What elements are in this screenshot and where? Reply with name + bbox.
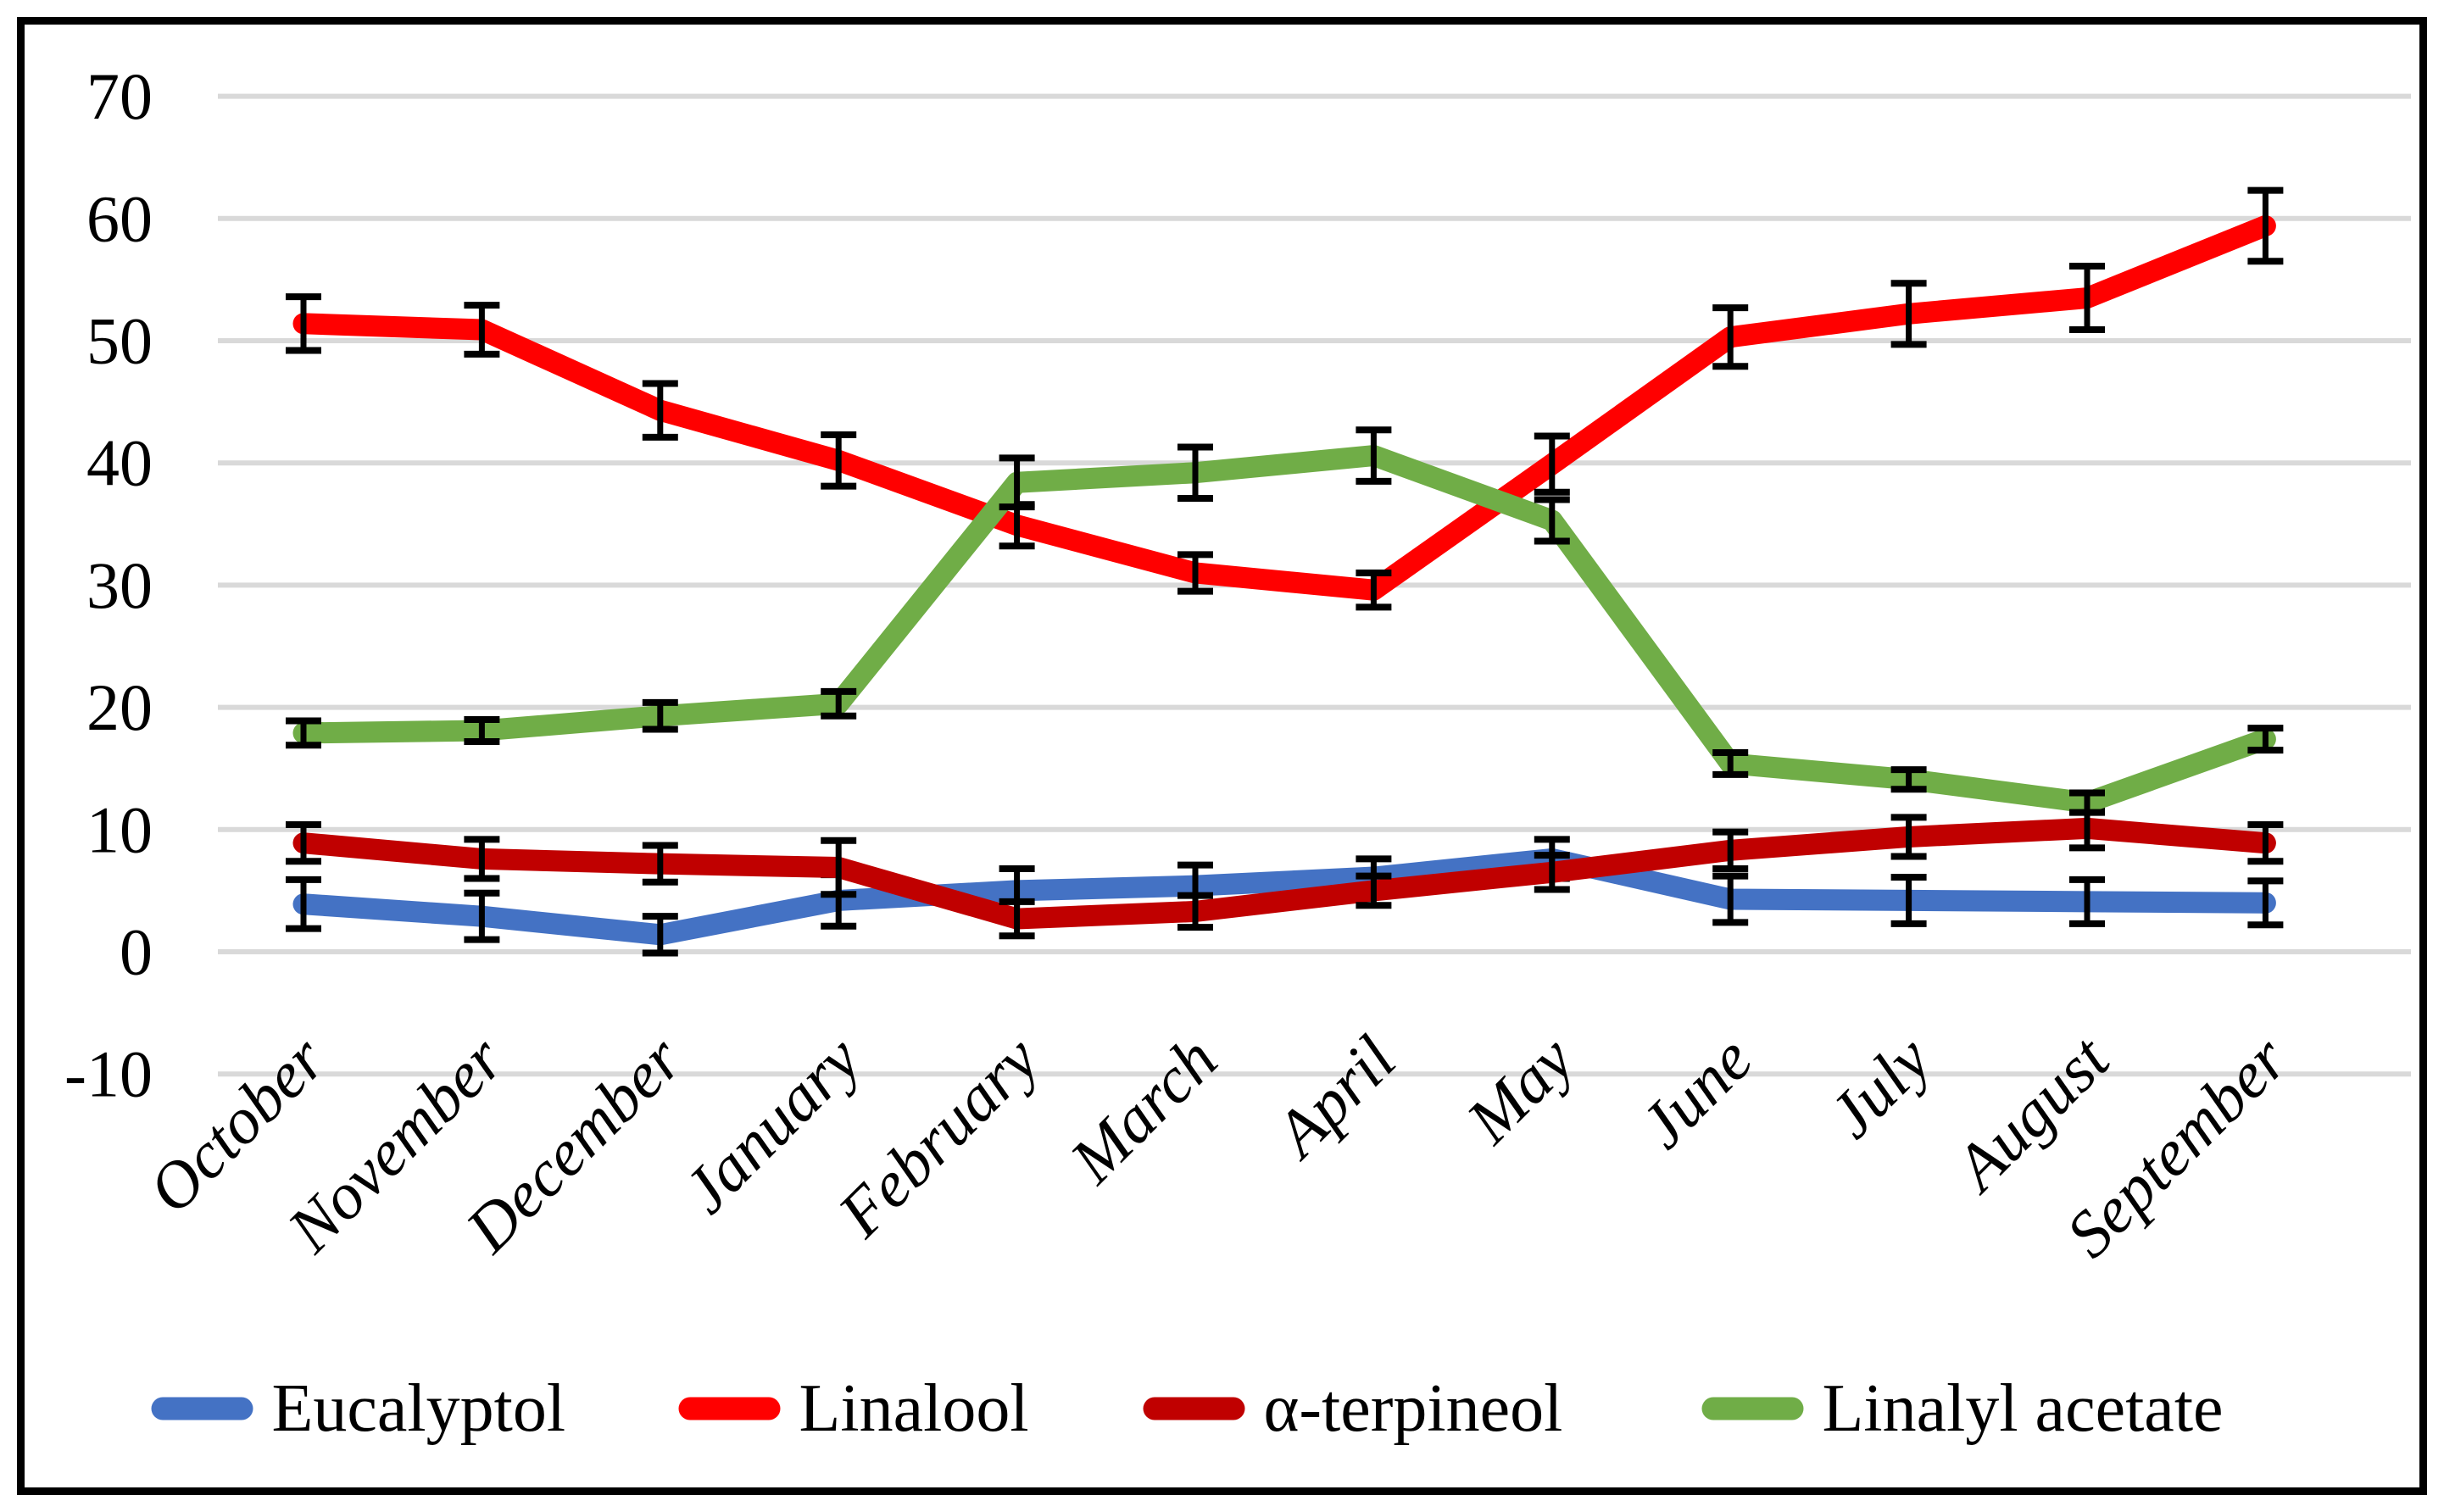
- error-bar: [286, 876, 321, 932]
- error-bar: [1890, 814, 1927, 860]
- legend-swatch-linalyl-acetate: [1701, 1397, 1804, 1420]
- error-bar: [2247, 877, 2284, 929]
- error-bar: [1356, 569, 1392, 611]
- error-bar: [999, 454, 1035, 511]
- error-bar: [1356, 872, 1392, 909]
- legend: Eucalyptol Linalool α-terpineol Linalyl ace…: [151, 1371, 2224, 1446]
- legend-item-linalool: Linalool: [678, 1371, 1029, 1446]
- legend-item-eucalyptol: Eucalyptol: [151, 1371, 566, 1446]
- legend-swatch-terpineol: [1143, 1397, 1245, 1420]
- error-bar: [1534, 852, 1570, 893]
- error-bar: [286, 717, 321, 749]
- error-bar: [1356, 426, 1392, 485]
- series-terpineol: [286, 805, 2284, 940]
- series-line-eucalyptol: [292, 848, 2276, 946]
- series-linalyl-acetate: [286, 426, 2284, 816]
- y-axis-tick-label: 10: [86, 792, 153, 866]
- error-bar: [1712, 304, 1749, 370]
- legend-swatch-linalool: [678, 1397, 781, 1420]
- y-axis-tick-label: -10: [64, 1037, 153, 1111]
- legend-label-eucalyptol: Eucalyptol: [272, 1371, 566, 1446]
- legend-label-linalyl-acetate: Linalyl acetate: [1823, 1371, 2224, 1446]
- error-bar: [821, 431, 857, 490]
- error-bar: [999, 898, 1035, 940]
- error-bar: [1712, 872, 1749, 926]
- error-bar: [1890, 874, 1927, 927]
- series-linalool: [286, 186, 2284, 611]
- y-axis-tick-label: 40: [86, 426, 153, 500]
- error-bar: [642, 913, 678, 957]
- error-bar: [1534, 432, 1570, 496]
- error-bar: [464, 836, 500, 882]
- error-bar: [2247, 725, 2284, 754]
- y-axis-tick-label: 0: [120, 915, 153, 989]
- error-bar: [2069, 789, 2105, 816]
- y-axis-tick-label: 50: [86, 304, 153, 378]
- error-bar: [1712, 748, 1749, 778]
- error-bar: [1712, 828, 1749, 872]
- y-axis-tick-label: 60: [86, 181, 153, 255]
- error-bar: [2247, 186, 2284, 265]
- legend-label-linalool: Linalool: [799, 1371, 1029, 1446]
- error-bar: [642, 842, 678, 886]
- error-bar: [2069, 263, 2105, 334]
- y-axis-tick-label: 20: [86, 670, 153, 744]
- error-bar: [464, 889, 500, 943]
- error-bar: [1534, 496, 1570, 545]
- error-bar: [1890, 280, 1927, 348]
- legend-item-terpineol: α-terpineol: [1143, 1371, 1563, 1446]
- error-bar: [2247, 821, 2284, 865]
- figure-border: [17, 17, 2427, 1495]
- error-bar: [464, 716, 500, 745]
- legend-swatch-eucalyptol: [151, 1397, 253, 1420]
- error-bar: [1177, 551, 1213, 595]
- error-bar: [286, 293, 321, 354]
- series-line-terpineol: [292, 817, 2276, 930]
- gridlines: [218, 93, 2411, 1077]
- error-bar: [1177, 443, 1213, 503]
- legend-item-linalyl-acetate: Linalyl acetate: [1701, 1371, 2224, 1446]
- y-axis-labels: 70 60 50 40 30 20 10 0 -10: [64, 59, 153, 1111]
- series-line-linalyl-acetate: [292, 445, 2276, 814]
- series-line-linalool: [292, 214, 2276, 601]
- error-bar: [821, 837, 857, 898]
- error-bar: [642, 698, 678, 733]
- error-bar: [642, 380, 678, 441]
- error-bar: [286, 821, 321, 865]
- error-bar: [464, 302, 500, 358]
- error-bar: [821, 687, 857, 720]
- error-bar: [1177, 892, 1213, 931]
- y-axis-tick-label: 30: [86, 548, 153, 622]
- legend-label-terpineol: α-terpineol: [1264, 1371, 1563, 1446]
- y-axis-tick-label: 70: [86, 59, 153, 133]
- error-bar: [1890, 766, 1927, 793]
- error-bar: [2069, 876, 2105, 927]
